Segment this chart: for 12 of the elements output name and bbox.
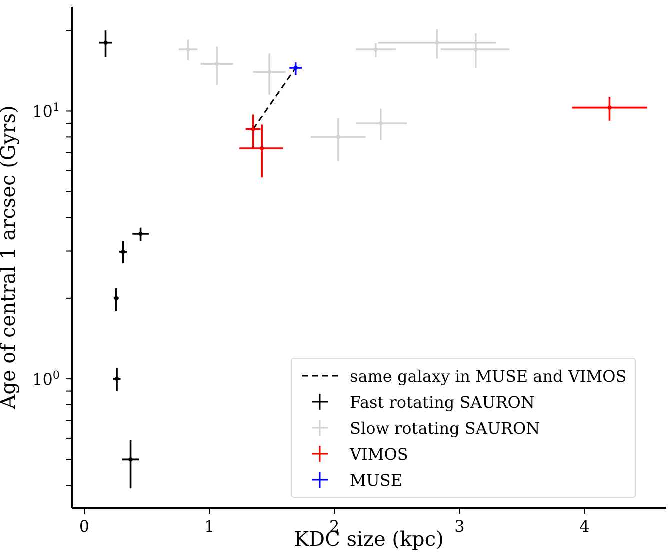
legend-label: Fast rotating SAURON [350, 392, 535, 412]
y-axis-title: Age of central 1 arcsec (Gyrs) [0, 106, 20, 410]
legend-label: same galaxy in MUSE and VIMOS [350, 366, 627, 386]
legend-label: VIMOS [350, 444, 408, 464]
x-tick-label: 1 [204, 517, 215, 536]
x-tick-label: 4 [580, 517, 590, 536]
legend-label: MUSE [350, 470, 403, 490]
y-tick-label: 10$^{1}$ [32, 100, 60, 122]
x-tick-label: 3 [454, 517, 465, 536]
y-tick-label: 10$^{0}$ [32, 368, 60, 390]
x-tick-label: 0 [79, 517, 90, 536]
legend-label: Slow rotating SAURON [350, 418, 540, 438]
